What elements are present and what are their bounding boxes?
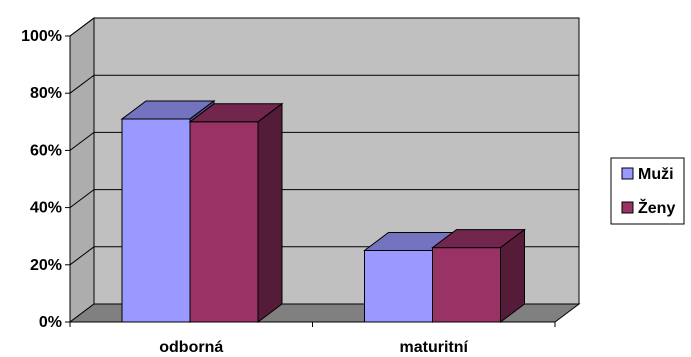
legend-label-zeny: Ženy: [638, 198, 675, 217]
bar-front: [364, 250, 433, 323]
x-tick-label-0: odborná: [159, 339, 223, 356]
gridline: [69, 74, 579, 94]
bar-side: [257, 102, 283, 323]
x-tick-label-1: maturitní: [400, 339, 469, 356]
bar-front: [432, 247, 501, 323]
y-tick-label: 100%: [21, 28, 62, 45]
legend-label-muzi: Muži: [638, 166, 674, 183]
side-wall: [69, 17, 95, 323]
bar-1-1: [431, 228, 526, 323]
gridlines: [69, 17, 579, 266]
bar-0-1: [188, 102, 284, 323]
y-tick-label: 20%: [30, 257, 62, 274]
y-tick-label: 40%: [30, 200, 62, 217]
legend-swatch-muzi: [621, 167, 634, 180]
bar-side: [500, 228, 525, 323]
x-axis-ticks: odborná maturitní: [69, 322, 556, 356]
gridline: [69, 189, 579, 209]
gridline: [69, 17, 579, 37]
legend-swatch-zeny: [621, 201, 634, 214]
gridline: [69, 131, 579, 151]
bars: [120, 99, 526, 323]
bar-front: [189, 121, 259, 323]
bar-front: [121, 118, 191, 323]
legend: Muži Ženy: [610, 157, 685, 225]
y-axis-ticks: 0% 20% 40% 60% 80% 100%: [21, 28, 70, 331]
y-tick-label: 60%: [30, 142, 62, 159]
y-tick-label: 80%: [30, 85, 62, 102]
y-tick-label: 0%: [39, 314, 62, 331]
